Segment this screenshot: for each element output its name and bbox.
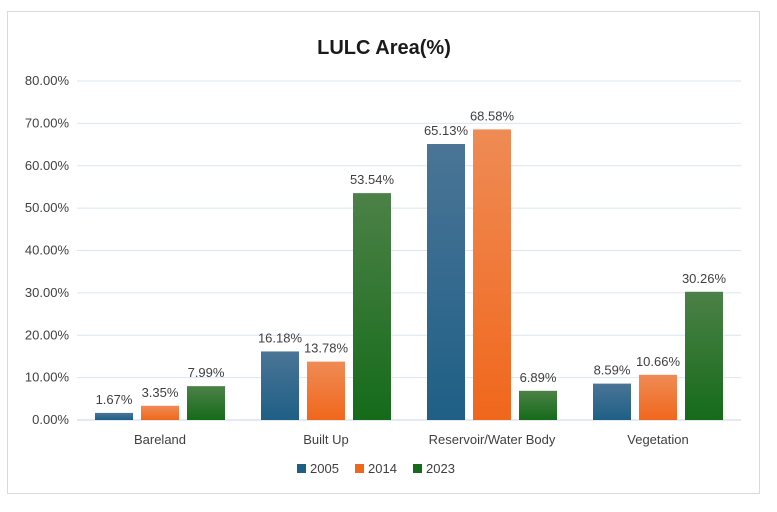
legend-label: 2014 [368, 461, 397, 476]
legend-swatch-2023 [413, 464, 422, 473]
gridlines [77, 80, 741, 421]
data-label: 53.54% [350, 172, 395, 187]
y-tick-label: 30.00% [25, 285, 70, 300]
data-label: 7.99% [188, 365, 225, 380]
bar-2023 [519, 390, 557, 420]
chart-svg: LULC Area(%) 0.00% 10.00% 20.00% 30.00% 40.0… [25, 37, 741, 476]
bar-2014 [639, 374, 677, 420]
data-label: 16.18% [258, 330, 303, 345]
y-tick-label: 40.00% [25, 243, 70, 258]
data-label: 8.59% [594, 363, 631, 378]
bar-2014 [307, 361, 345, 420]
data-label: 68.58% [470, 108, 515, 123]
bar-2014 [473, 129, 511, 420]
chart-title: LULC Area(%) [317, 37, 451, 59]
legend-swatch-2005 [297, 464, 306, 473]
x-category-label: Bareland [134, 432, 186, 447]
y-tick-label: 10.00% [25, 370, 70, 385]
chart-area: LULC Area(%) 0.00% 10.00% 20.00% 30.00% 40.0… [7, 11, 760, 494]
data-label: 13.78% [304, 341, 349, 356]
bar-2014 [141, 405, 179, 420]
data-label: 6.89% [520, 370, 557, 385]
data-label: 30.26% [682, 271, 727, 286]
bar-2023 [685, 291, 723, 420]
data-labels: 1.67% 3.35%7.99%16.18%13.78%53.54%65.13%6… [96, 108, 727, 407]
legend-swatch-2014 [355, 464, 364, 473]
x-category-label: Built Up [303, 432, 349, 447]
bar-2023 [353, 193, 391, 420]
data-label: 65.13% [424, 123, 469, 138]
y-tick-label: 70.00% [25, 115, 70, 130]
y-tick-label: 0.00% [32, 412, 69, 427]
bar-2005 [261, 351, 299, 420]
bar-2023 [187, 386, 225, 420]
x-category-label: Reservoir/Water Body [429, 432, 556, 447]
y-tick-label: 80.00% [25, 73, 70, 88]
bar-2005 [593, 383, 631, 420]
bars [95, 129, 723, 420]
bar-2005 [427, 144, 465, 420]
y-tick-label: 20.00% [25, 327, 70, 342]
legend-label: 2005 [310, 461, 339, 476]
y-tick-label: 50.00% [25, 200, 70, 215]
data-label: 1.67% [96, 392, 133, 407]
x-category-label: Vegetation [627, 432, 688, 447]
data-label: 10.66% [636, 354, 681, 369]
y-tick-label: 60.00% [25, 158, 70, 173]
y-axis-tick-labels: 0.00% 10.00% 20.00% 30.00% 40.00% 50.00% 60.00… [25, 73, 70, 427]
x-axis-category-labels: Bareland Built Up Reservoir/Water Body Vege… [134, 432, 689, 447]
data-label: 3.35% [142, 385, 179, 400]
bar-2005 [95, 412, 133, 420]
legend-label: 2023 [426, 461, 455, 476]
legend: 2005 2014 2023 [297, 461, 455, 476]
